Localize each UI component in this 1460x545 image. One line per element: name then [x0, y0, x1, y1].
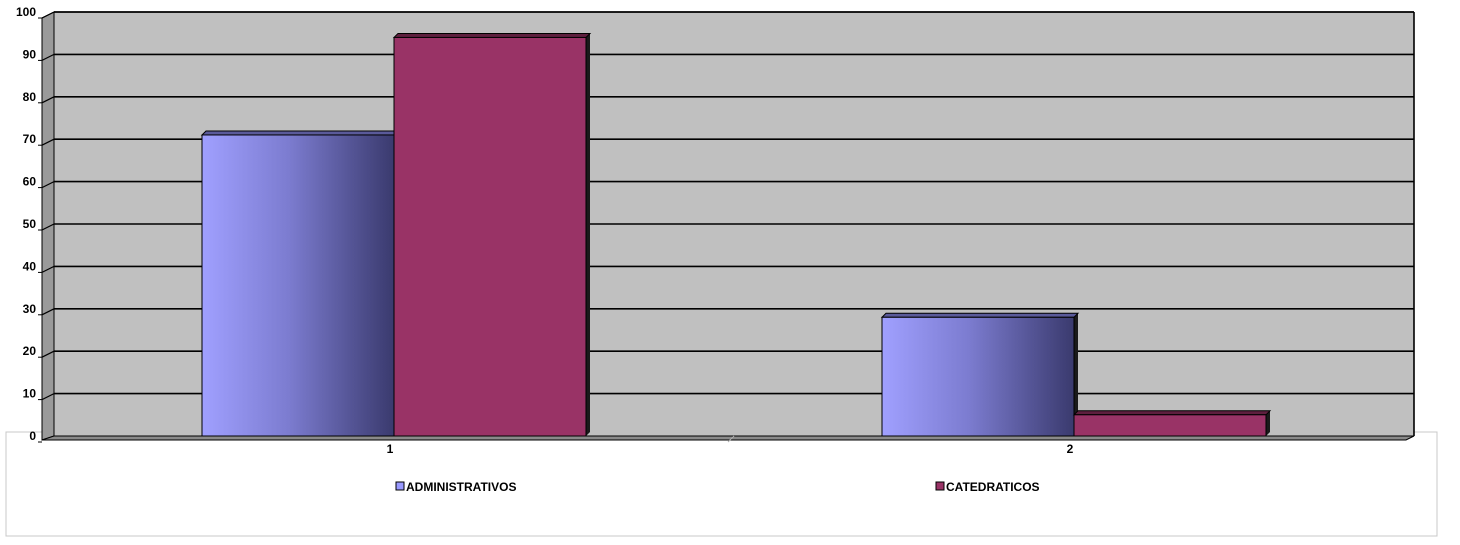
gridline-side	[41, 393, 55, 401]
y-tick-label: 0	[29, 429, 36, 443]
bar-top	[1072, 410, 1272, 416]
bar-administrativos-1	[200, 130, 400, 437]
x-tick-label: 2	[1067, 442, 1074, 456]
y-tick-label: 40	[23, 259, 37, 273]
gridline-side	[41, 53, 55, 61]
floor	[41, 435, 1415, 441]
y-tick-label: 60	[23, 175, 37, 189]
chart-area-box	[5, 431, 1438, 537]
gridline-side	[41, 223, 55, 231]
legend-label: CATEDRATICOS	[946, 480, 1040, 494]
bar-catedraticos-2	[1072, 410, 1272, 437]
legend-item: CATEDRATICOS	[935, 480, 1040, 494]
y-tick-label: 30	[23, 302, 37, 316]
y-tick-label: 80	[23, 90, 37, 104]
gridline-side	[41, 96, 55, 104]
gridline-side	[41, 350, 55, 358]
bar	[393, 36, 587, 437]
y-tick-label: 20	[23, 344, 37, 358]
bar-catedraticos-1	[392, 32, 592, 437]
gridline-side	[41, 11, 55, 19]
bar	[201, 134, 395, 437]
bar-administrativos-2	[880, 312, 1080, 437]
y-tick-label: 90	[23, 47, 37, 61]
legend-swatch	[395, 481, 405, 491]
legend-swatch	[935, 481, 945, 491]
bar	[881, 316, 1075, 437]
x-category-divider	[727, 435, 735, 443]
bar-top	[880, 312, 1080, 318]
gridline-side	[41, 308, 55, 316]
y-tick-label: 10	[23, 387, 37, 401]
x-tick-label: 1	[387, 442, 394, 456]
bar-side	[1074, 313, 1078, 436]
bar	[1073, 414, 1267, 437]
y-tick-label: 100	[16, 5, 36, 19]
legend-item: ADMINISTRATIVOS	[395, 480, 516, 494]
y-tick-label: 50	[23, 217, 37, 231]
legend-label: ADMINISTRATIVOS	[406, 480, 516, 494]
gridline-side	[41, 265, 55, 273]
side-wall	[41, 11, 55, 441]
y-tick-label: 70	[23, 132, 37, 146]
gridline-side	[41, 181, 55, 189]
bar-side	[586, 33, 590, 436]
bar-top	[392, 32, 592, 38]
gridline-side	[41, 138, 55, 146]
bar-side	[1266, 410, 1270, 436]
bar-top	[200, 130, 400, 136]
